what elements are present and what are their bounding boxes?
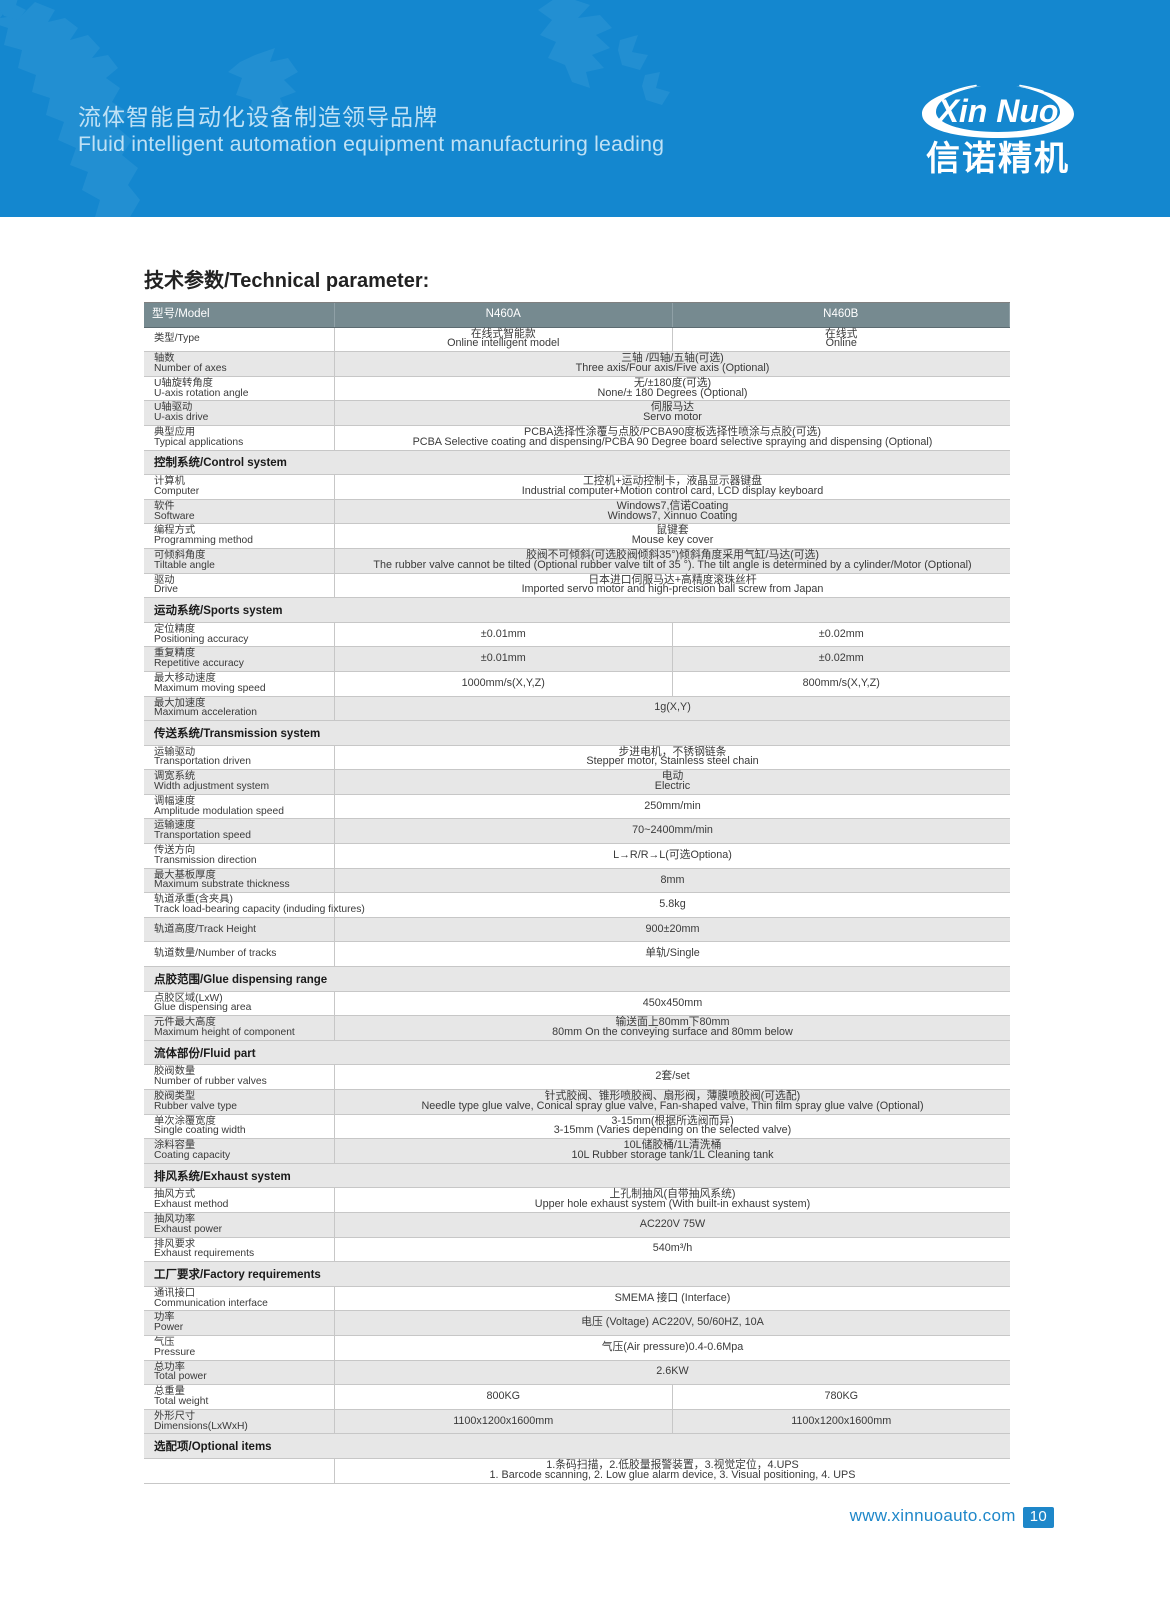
svg-text:Xin Nuo: Xin Nuo — [936, 93, 1059, 129]
svg-text:信诺精机: 信诺精机 — [926, 140, 1070, 178]
